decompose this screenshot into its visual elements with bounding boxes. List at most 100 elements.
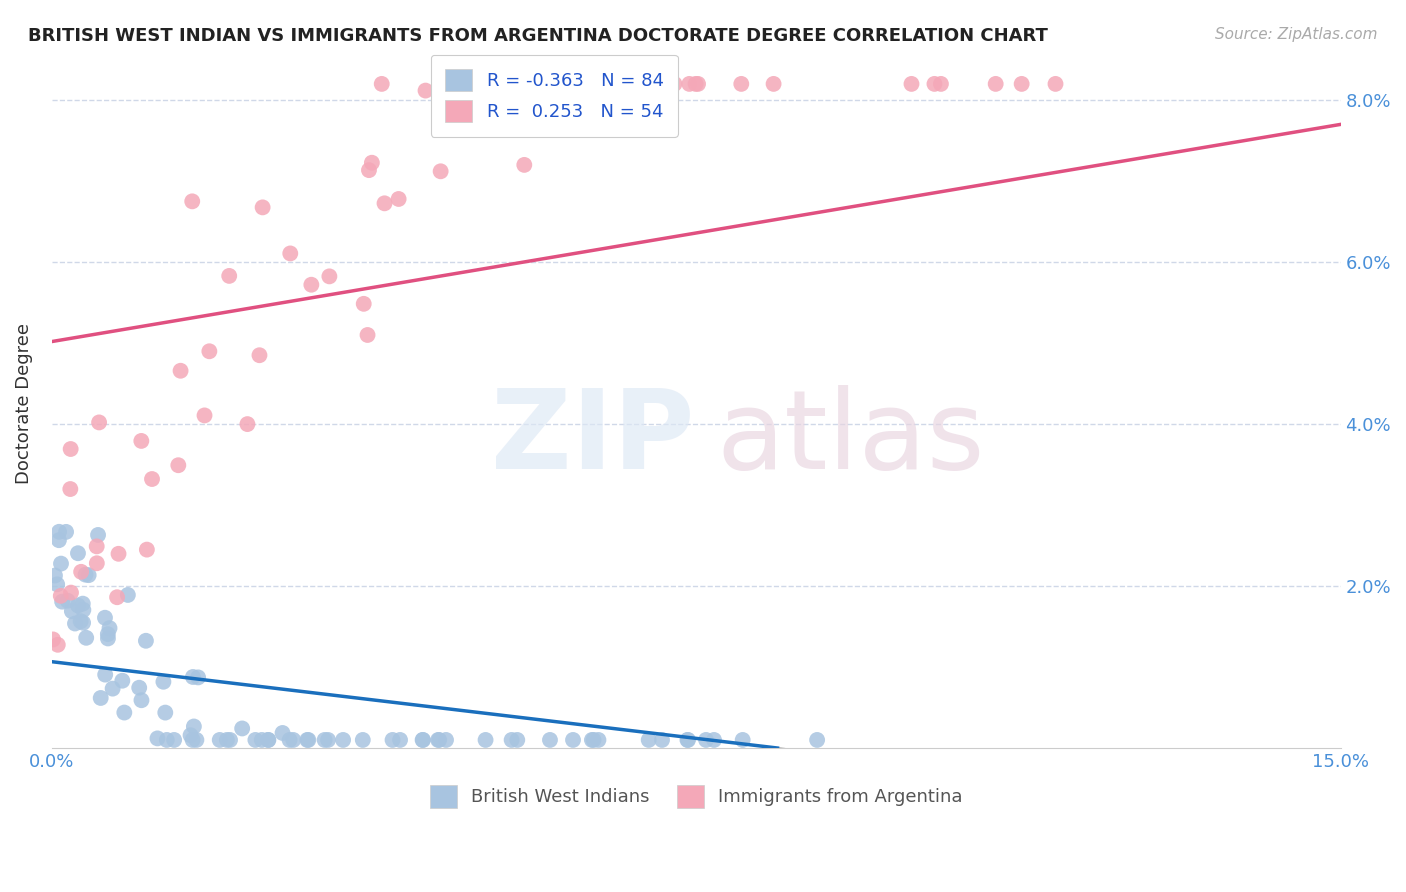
Point (135, 542, 157, 557)
Point (513, 158, 536, 172)
Point (929, 77, 952, 91)
Point (163, 733, 186, 747)
Point (537, 77, 560, 91)
Point (538, 733, 561, 747)
Point (316, 733, 339, 747)
Point (283, 733, 305, 747)
Point (685, 77, 707, 91)
Point (731, 733, 754, 747)
Point (49, 557, 72, 571)
Point (389, 733, 412, 747)
Point (506, 733, 529, 747)
Point (360, 155, 382, 169)
Point (356, 328, 378, 343)
Point (984, 77, 1007, 91)
Point (1011, 77, 1033, 91)
Point (48, 533, 70, 548)
Point (181, 194, 204, 209)
Point (415, 84, 437, 98)
Point (59, 442, 82, 456)
Point (218, 268, 240, 283)
Point (278, 733, 301, 747)
Legend: British West Indians, Immigrants from Argentina: British West Indians, Immigrants from Ar… (422, 778, 970, 814)
Y-axis label: Doctorate Degree: Doctorate Degree (15, 323, 32, 484)
Point (299, 277, 322, 292)
Point (69, 614, 91, 628)
Point (637, 733, 659, 747)
Point (250, 733, 273, 747)
Point (59, 482, 82, 496)
Point (540, 77, 562, 91)
Point (582, 733, 605, 747)
Point (128, 681, 150, 695)
Point (51, 595, 73, 609)
Point (686, 77, 709, 91)
Point (439, 77, 461, 91)
Point (181, 733, 204, 747)
Point (236, 417, 259, 431)
Point (152, 674, 174, 689)
Text: atlas: atlas (717, 384, 986, 491)
Point (474, 733, 496, 747)
Point (72, 603, 94, 617)
Point (97, 627, 120, 641)
Point (180, 728, 202, 742)
Point (427, 733, 450, 747)
Point (676, 733, 699, 747)
Point (111, 673, 134, 688)
Point (86, 540, 108, 554)
Point (56, 593, 79, 607)
Point (94, 611, 117, 625)
Point (332, 733, 354, 747)
Point (60, 585, 83, 599)
Point (427, 733, 450, 747)
Point (900, 77, 922, 91)
Point (66, 599, 89, 613)
Point (371, 77, 394, 91)
Point (257, 733, 280, 747)
Point (412, 733, 434, 747)
Point (112, 706, 135, 720)
Point (245, 733, 267, 747)
Point (42, 632, 65, 647)
Point (434, 733, 457, 747)
Point (581, 733, 603, 747)
Point (94, 667, 117, 681)
Point (381, 733, 404, 747)
Point (101, 681, 124, 696)
Point (141, 472, 163, 486)
Point (90, 690, 112, 705)
Point (77, 568, 100, 582)
Point (676, 733, 699, 747)
Point (131, 434, 153, 448)
Point (215, 733, 238, 747)
Point (75, 567, 97, 582)
Point (373, 196, 395, 211)
Point (695, 733, 717, 747)
Point (105, 591, 128, 605)
Point (66, 546, 89, 560)
Point (48, 524, 70, 539)
Point (352, 733, 374, 747)
Point (63, 616, 86, 631)
Point (314, 733, 336, 747)
Point (198, 344, 221, 359)
Point (297, 733, 319, 747)
Point (924, 77, 946, 91)
Point (49, 589, 72, 603)
Point (271, 726, 294, 740)
Point (167, 458, 190, 473)
Point (501, 733, 523, 747)
Point (353, 297, 375, 311)
Point (86, 556, 108, 570)
Point (75, 631, 97, 645)
Point (257, 733, 280, 747)
Point (155, 706, 177, 720)
Text: Source: ZipAtlas.com: Source: ZipAtlas.com (1215, 27, 1378, 42)
Point (278, 246, 301, 260)
Point (107, 547, 129, 561)
Point (169, 364, 191, 378)
Point (208, 733, 231, 747)
Point (183, 719, 205, 733)
Point (131, 693, 153, 707)
